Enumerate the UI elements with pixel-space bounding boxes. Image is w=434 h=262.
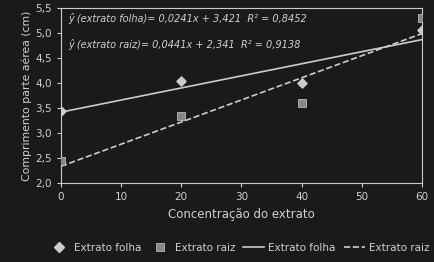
Point xyxy=(57,108,64,113)
Text: ŷ (extrato raiz)= 0,0441x + 2,341  R² = 0,9138: ŷ (extrato raiz)= 0,0441x + 2,341 R² = 0… xyxy=(68,40,300,51)
Y-axis label: Comprimento parte aérea (cm): Comprimento parte aérea (cm) xyxy=(22,10,33,181)
Point xyxy=(297,101,304,105)
Point xyxy=(418,16,424,20)
Legend: Extrato folha, Extrato raiz, Extrato folha, Extrato raiz: Extrato folha, Extrato raiz, Extrato fol… xyxy=(45,238,433,257)
Point xyxy=(297,81,304,85)
Point xyxy=(57,159,64,163)
Text: ŷ (extrato folha)= 0,0241x + 3,421  R² = 0,8452: ŷ (extrato folha)= 0,0241x + 3,421 R² = … xyxy=(68,13,306,24)
Point xyxy=(418,28,424,32)
Point xyxy=(178,79,184,83)
X-axis label: Concentração do extrato: Concentração do extrato xyxy=(168,208,314,221)
Point xyxy=(178,114,184,118)
